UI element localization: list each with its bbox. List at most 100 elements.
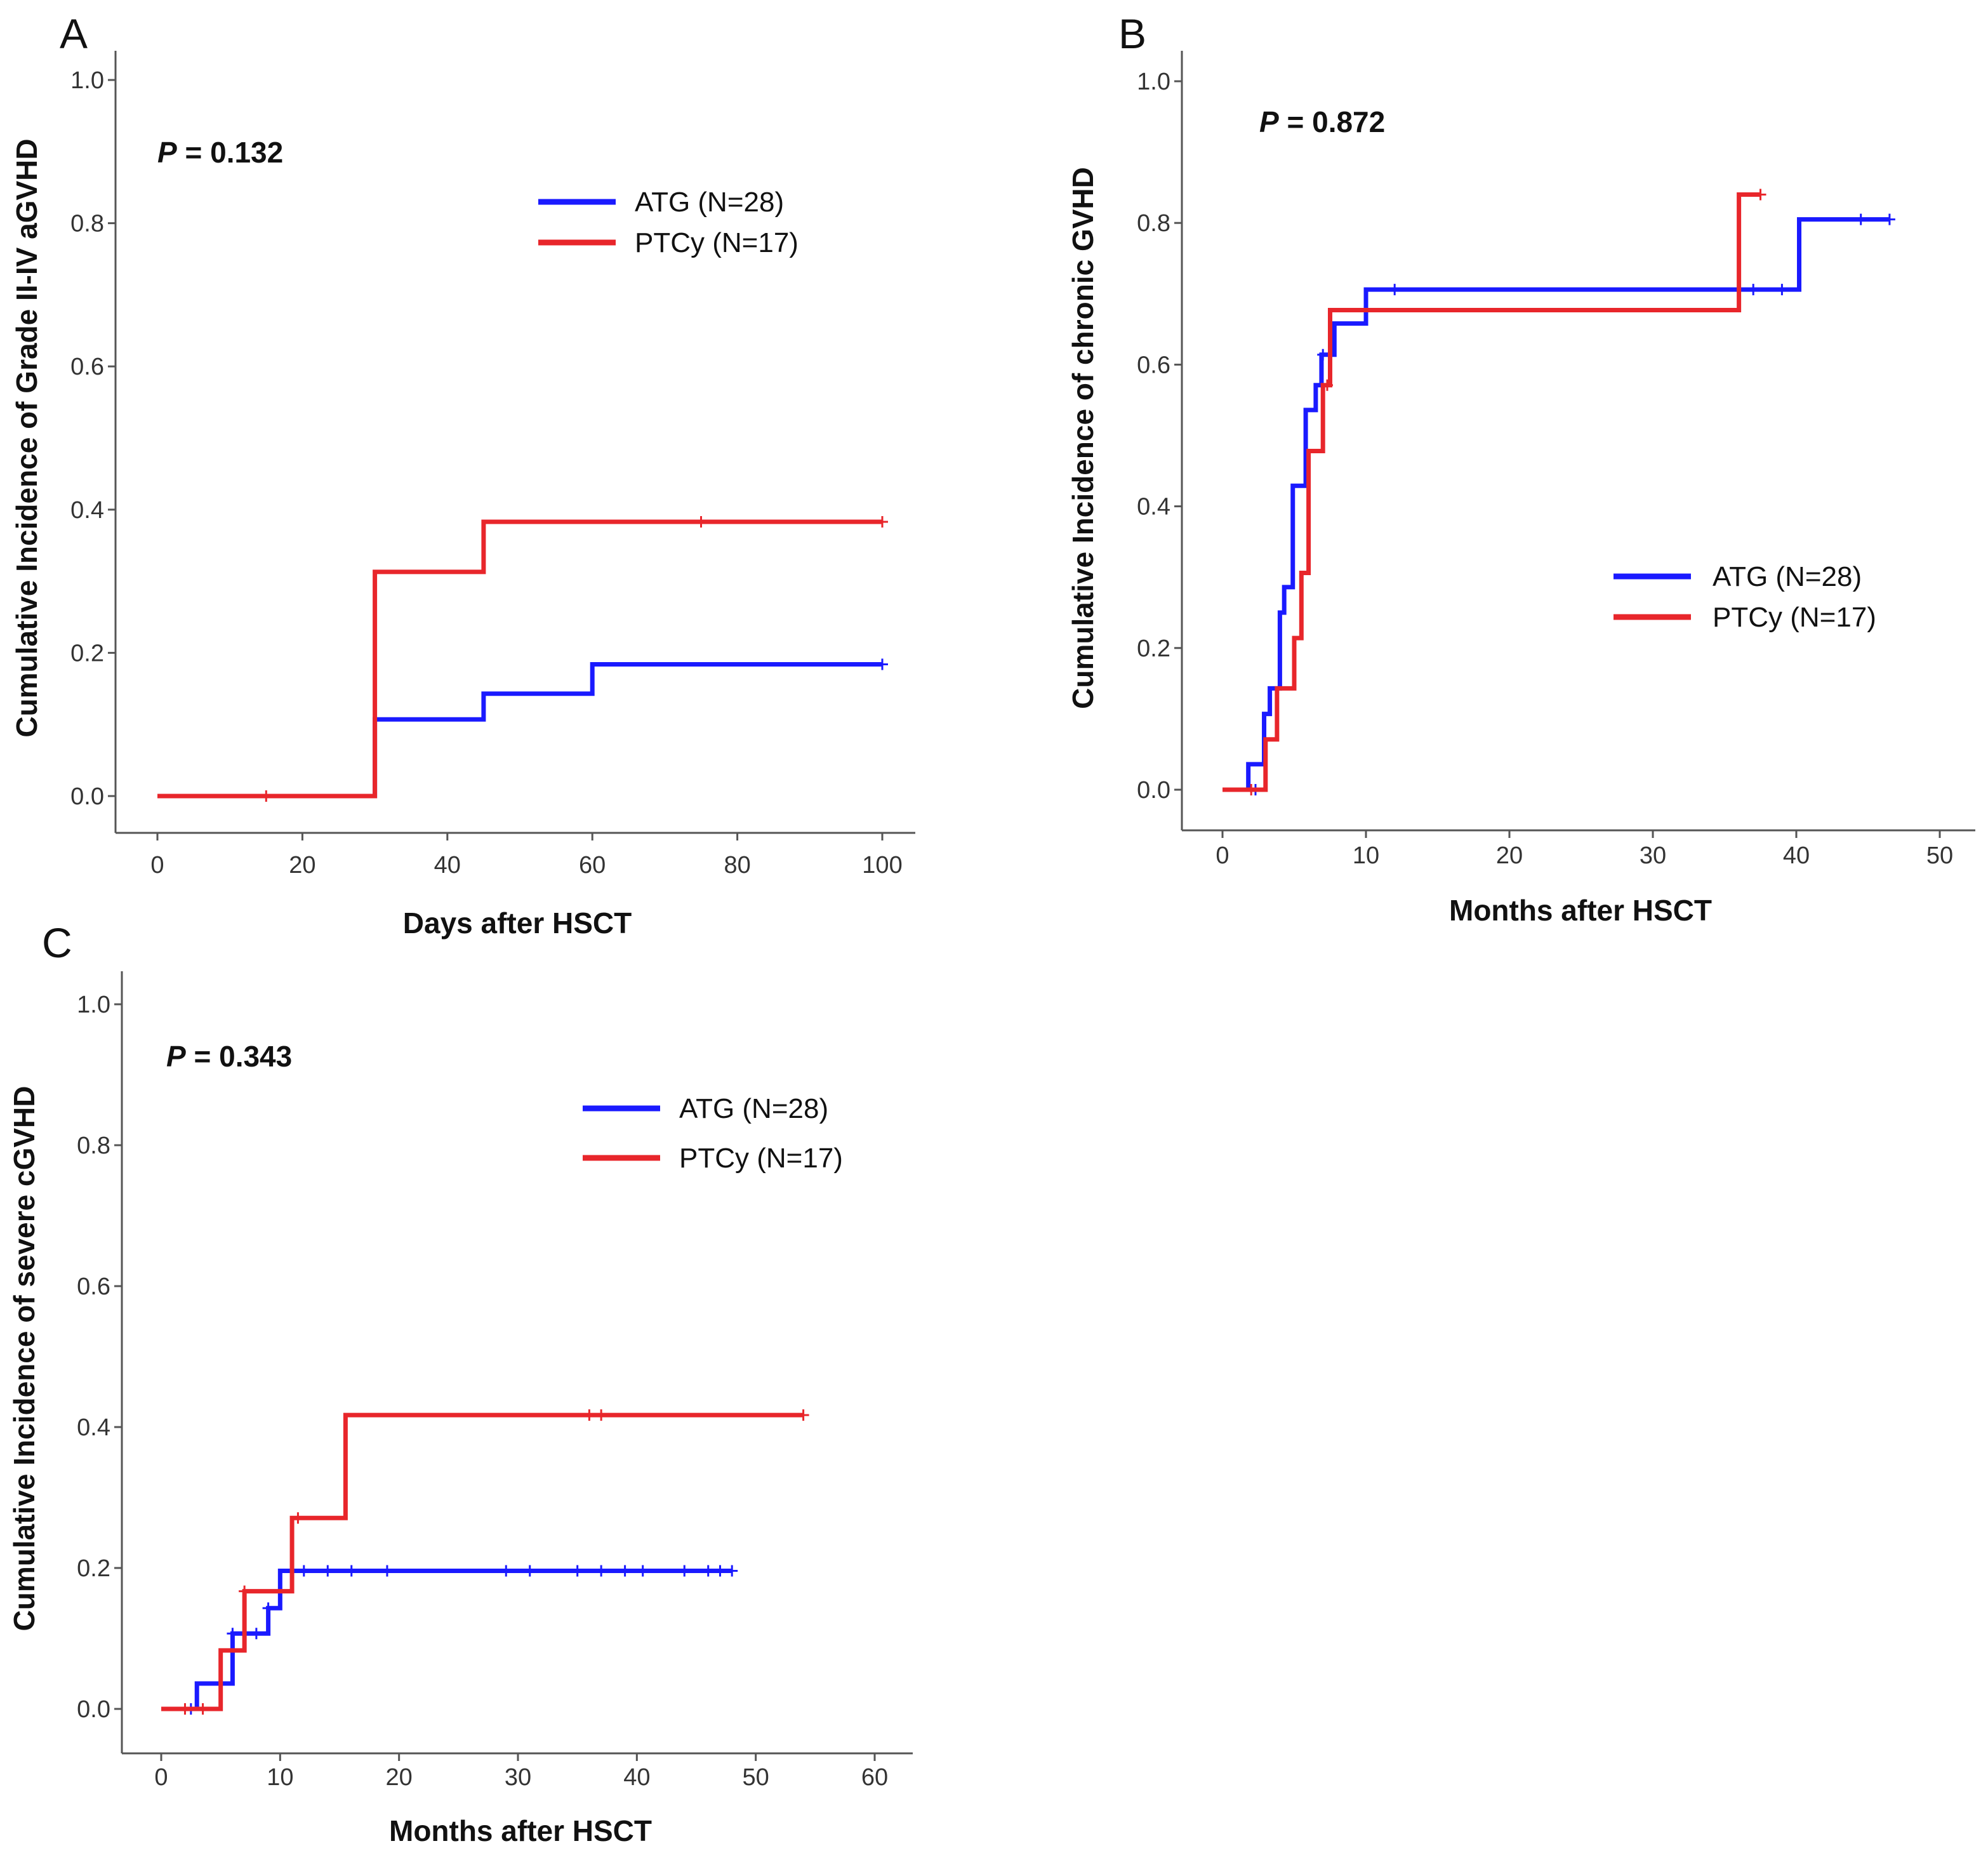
censor-mark-atg <box>298 1565 310 1577</box>
x-axis-title: Days after HSCT <box>403 907 632 940</box>
censor-mark-atg <box>1747 284 1759 296</box>
x-tick-label: 10 <box>267 1764 293 1791</box>
x-tick-label: 10 <box>1353 842 1379 869</box>
p-value: P = 0.132 <box>157 136 283 169</box>
censor-mark-ptcy <box>595 1409 607 1421</box>
censor-mark-atg <box>571 1565 583 1577</box>
censor-mark-atg <box>1855 213 1867 225</box>
censor-mark-ptcy <box>1321 379 1333 391</box>
censor-mark-ptcy <box>797 1409 809 1421</box>
series-line-ptcy <box>161 1412 804 1711</box>
p-value-symbol: P <box>166 1040 186 1073</box>
y-tick-label: 0.2 <box>77 1555 110 1582</box>
x-tick-label: 50 <box>743 1764 769 1791</box>
y-tick-label: 0.6 <box>1137 352 1170 378</box>
censor-mark-atg <box>262 1602 274 1614</box>
y-tick-label: 0.4 <box>70 497 104 524</box>
censor-mark-atg <box>877 658 888 670</box>
censor-mark-atg <box>619 1565 631 1577</box>
censor-mark-ptcy <box>292 1512 304 1524</box>
censor-mark-atg <box>250 1628 262 1640</box>
series-line-ptcy <box>157 519 882 799</box>
censor-mark-atg <box>726 1565 738 1577</box>
censor-mark-atg <box>227 1628 239 1640</box>
censor-mark-atg <box>345 1565 357 1577</box>
x-tick-label: 20 <box>289 852 315 879</box>
legend-label-atg: ATG (N=28) <box>635 187 784 218</box>
censor-mark-ptcy <box>239 1585 251 1597</box>
y-tick-label: 0.6 <box>70 354 104 380</box>
censor-mark-atg <box>500 1565 512 1577</box>
y-tick-label: 0.4 <box>77 1414 110 1441</box>
censor-mark-ptcy <box>260 790 272 802</box>
legend-label-atg: ATG (N=28) <box>679 1093 828 1124</box>
x-axis-title: Months after HSCT <box>389 1814 652 1847</box>
x-tick-label: 50 <box>1926 842 1953 869</box>
p-value-symbol: P <box>157 136 177 169</box>
x-tick-label: 60 <box>579 852 606 879</box>
y-tick-label: 0.8 <box>77 1133 110 1159</box>
y-tick-label: 1.0 <box>70 67 104 94</box>
x-tick-label: 40 <box>434 852 461 879</box>
censor-mark-ptcy <box>877 515 888 528</box>
censor-mark-atg <box>322 1565 334 1577</box>
censor-mark-ptcy <box>583 1409 595 1421</box>
chart-panel-a: 0.0 0.2 0.4 0.6 0.8 1.0 0 20 40 60 80 100 Days after… <box>10 10 915 940</box>
x-tick-label: 30 <box>505 1764 531 1791</box>
series-line-atg <box>1223 217 1890 792</box>
legend-label-ptcy: PTCy (N=17) <box>679 1143 843 1174</box>
censor-mark-ptcy <box>1245 784 1257 795</box>
x-tick-label: 80 <box>724 852 750 879</box>
x-tick-label: 20 <box>1496 842 1523 869</box>
x-tick-label: 40 <box>1783 842 1810 869</box>
censor-mark-atg <box>714 1565 726 1577</box>
x-tick-label: 30 <box>1640 842 1666 869</box>
x-tick-label: 0 <box>1216 842 1229 869</box>
y-tick-label: 0.0 <box>77 1696 110 1723</box>
censor-mark-ptcy <box>1754 189 1766 201</box>
panel-letter: A <box>60 10 88 57</box>
censor-mark-atg <box>595 1565 607 1577</box>
censor-mark-atg <box>524 1565 536 1577</box>
y-axis-title: Cumulative Incidence of chronic GVHD <box>1066 167 1099 709</box>
y-tick-label: 0.2 <box>1137 635 1170 662</box>
legend-label-ptcy: PTCy (N=17) <box>1713 602 1876 633</box>
censor-mark-atg <box>637 1565 649 1577</box>
p-value-number: = 0.872 <box>1279 105 1386 138</box>
y-tick-label: 0.4 <box>1137 494 1170 521</box>
y-tick-label: 1.0 <box>77 992 110 1018</box>
y-tick-label: 1.0 <box>1137 69 1170 95</box>
y-tick-label: 0.0 <box>1137 777 1170 804</box>
y-axis-title: Cumulative Incidence of Grade II-IV aGVH… <box>10 138 43 737</box>
series-line-ptcy <box>1223 192 1761 792</box>
x-axis-title: Months after HSCT <box>1449 894 1712 927</box>
p-value-number: = 0.132 <box>177 136 284 169</box>
x-tick-label: 60 <box>861 1764 888 1791</box>
y-tick-label: 0.8 <box>70 211 104 237</box>
censor-mark-atg <box>381 1565 393 1577</box>
censor-mark-ptcy <box>179 1703 191 1715</box>
y-axis-title: Cumulative Incidence of severe cGVHD <box>8 1086 41 1631</box>
y-tick-label: 0.2 <box>70 640 104 667</box>
censor-mark-atg <box>679 1565 691 1577</box>
censor-mark-atg <box>1389 284 1401 296</box>
censor-mark-atg <box>1317 349 1329 361</box>
series-line-atg <box>157 661 882 799</box>
x-tick-label: 0 <box>150 852 164 879</box>
chart-panel-b: 0.0 0.2 0.4 0.6 0.8 1.0 0 10 20 30 40 50 Months afte… <box>1066 10 1975 927</box>
censor-mark-ptcy <box>695 515 707 528</box>
p-value-number: = 0.343 <box>186 1040 293 1073</box>
p-value: P = 0.343 <box>166 1040 292 1073</box>
censor-mark-atg <box>1776 284 1788 296</box>
y-tick-label: 0.0 <box>70 783 104 810</box>
censor-mark-atg <box>702 1565 714 1577</box>
p-value-symbol: P <box>1259 105 1279 138</box>
censor-mark-ptcy <box>197 1703 209 1715</box>
panel-letter: B <box>1118 10 1146 57</box>
p-value: P = 0.872 <box>1259 105 1385 138</box>
legend-label-atg: ATG (N=28) <box>1713 561 1862 592</box>
x-tick-label: 40 <box>623 1764 650 1791</box>
y-tick-label: 0.6 <box>77 1273 110 1300</box>
panel-letter: C <box>42 919 72 966</box>
